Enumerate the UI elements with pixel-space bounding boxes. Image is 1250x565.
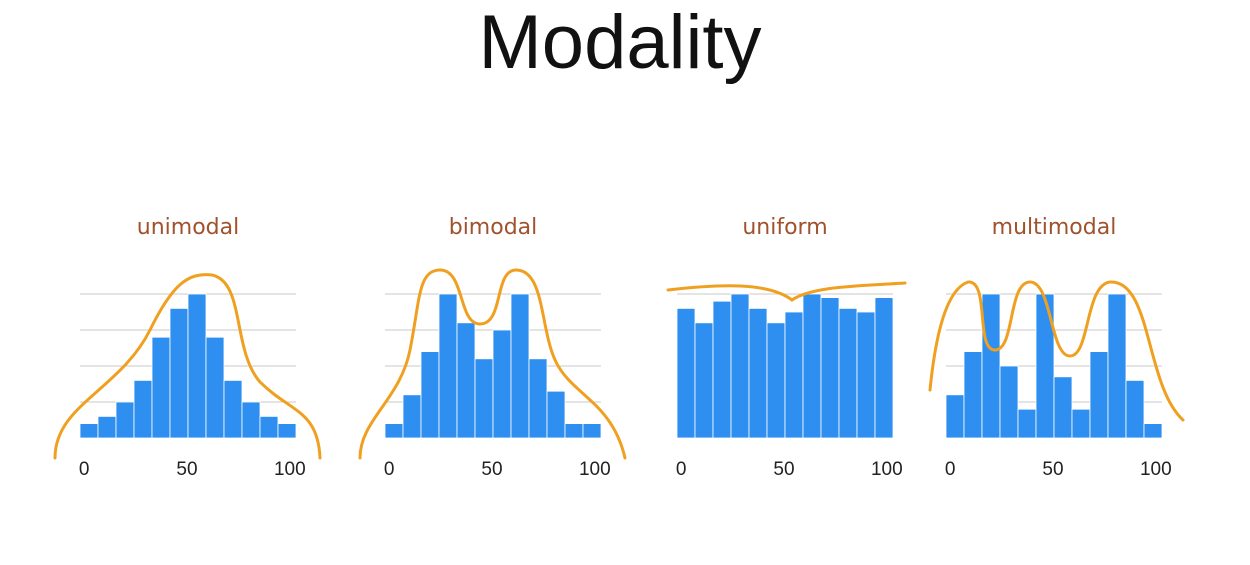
bar (438, 293, 458, 439)
bar (528, 358, 548, 439)
x-tick-label: 0 (945, 459, 956, 480)
bar (748, 307, 768, 439)
bar (999, 365, 1019, 439)
bar (1017, 408, 1037, 439)
x-tick-label: 50 (481, 459, 502, 480)
bar (187, 293, 207, 439)
bar (766, 322, 786, 439)
bar (79, 423, 99, 439)
x-tick-label: 100 (579, 459, 611, 480)
bar (1089, 351, 1109, 439)
bar (820, 297, 840, 439)
charts: unimodal 0 50 100 bimodal 0 50 100 uniform 0 50 100… (79, 215, 1172, 480)
bar (856, 311, 876, 439)
bar (1107, 293, 1127, 439)
bar (784, 311, 804, 439)
bar (223, 379, 243, 439)
x-tick-label: 100 (1140, 459, 1172, 480)
bar (676, 307, 696, 439)
chart-title: multimodal (992, 215, 1117, 240)
chart-title: bimodal (449, 215, 538, 240)
bar (510, 293, 530, 439)
chart-title: unimodal (137, 215, 239, 240)
x-tick-label: 100 (871, 459, 903, 480)
density-sketch (928, 280, 1185, 422)
chart-title: uniform (742, 215, 827, 240)
bar (492, 329, 512, 439)
bar (169, 307, 189, 439)
bar (838, 307, 858, 439)
bar (241, 401, 261, 439)
bar (384, 423, 404, 439)
bar (1035, 293, 1055, 439)
bar (582, 423, 602, 439)
bar (694, 322, 714, 439)
bar (1053, 376, 1073, 439)
bar (277, 423, 297, 439)
bar (420, 351, 440, 439)
bar (474, 358, 494, 439)
bar (151, 336, 171, 439)
x-tick-label: 100 (274, 459, 306, 480)
x-tick-label: 50 (773, 459, 794, 480)
density-sketch (53, 273, 322, 460)
density-sketch (358, 268, 627, 460)
x-tick-label: 0 (79, 459, 90, 480)
bar (205, 336, 225, 439)
slide-title: Modality (479, 0, 762, 85)
x-tick-label: 50 (1042, 459, 1063, 480)
bar (981, 293, 1001, 439)
density-sketch (666, 281, 907, 302)
bar (564, 423, 584, 439)
bar (945, 394, 965, 439)
bar (1125, 379, 1145, 439)
bar (963, 351, 983, 439)
bar (97, 415, 117, 439)
bar (259, 415, 279, 439)
bar (730, 293, 750, 439)
bar (402, 394, 422, 439)
bar (546, 390, 566, 439)
bar (115, 401, 135, 439)
bar (802, 293, 822, 439)
bar (456, 322, 476, 439)
annotations (53, 268, 1185, 460)
x-tick-label: 0 (384, 459, 395, 480)
bar (874, 297, 894, 439)
bar (712, 300, 732, 439)
x-tick-label: 50 (176, 459, 197, 480)
bar (1143, 423, 1163, 439)
bar (1071, 408, 1091, 439)
x-tick-label: 0 (676, 459, 687, 480)
bar (133, 379, 153, 439)
